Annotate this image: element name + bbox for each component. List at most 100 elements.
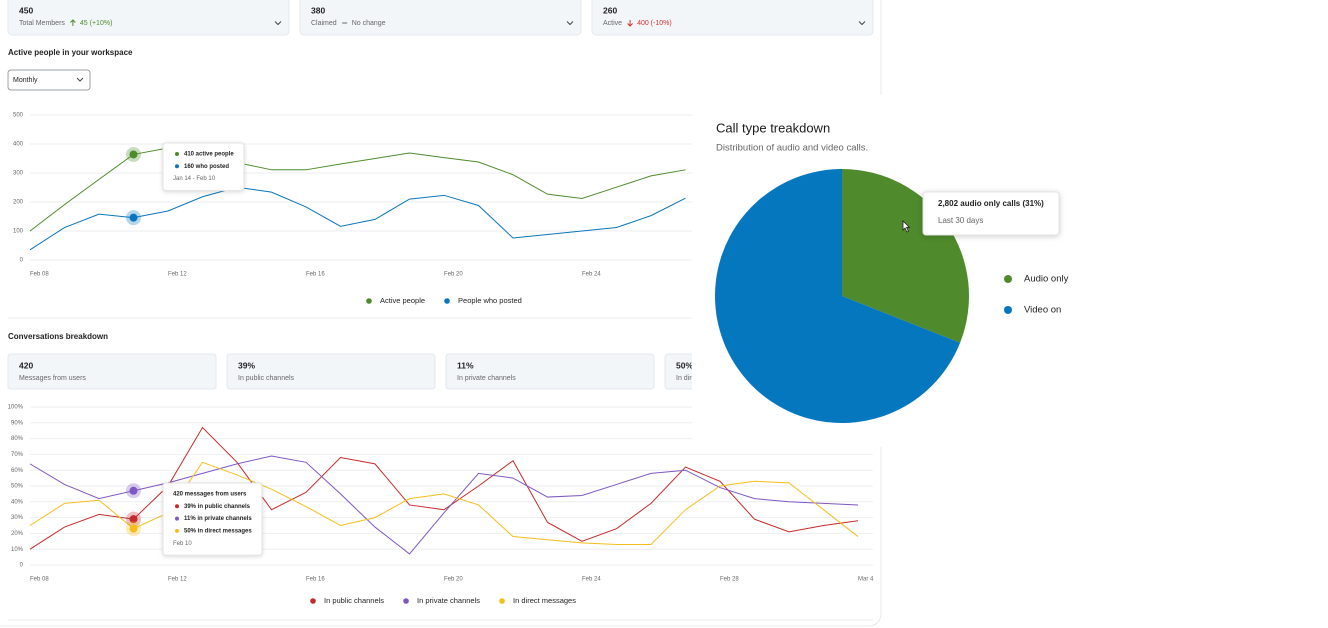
legend-dot (444, 298, 450, 304)
breakdown-value: 11% (457, 360, 474, 370)
x-tick-label: Mar 4 (858, 577, 874, 583)
legend-label: Active people (380, 296, 425, 305)
legend-dot (403, 598, 409, 604)
dropdown[interactable] (7, 69, 91, 91)
y-tick-label: 10% (11, 547, 24, 553)
tooltip-line: 11% in private channels (184, 516, 252, 522)
tooltip (162, 142, 245, 192)
legend-label: Audio only (1024, 274, 1069, 285)
breakdown-card (226, 353, 436, 390)
stat-label: Total Members (19, 20, 65, 27)
tooltip-dot (175, 528, 179, 533)
stat-card (591, 0, 874, 36)
legend-label: In direct messages (513, 596, 576, 605)
y-tick-label: 0 (20, 258, 24, 264)
tooltip-dot (175, 504, 179, 509)
pie-subtitle: Distribution of audio and video calls. (716, 143, 868, 154)
stat-card (7, 0, 290, 36)
x-tick-label: Feb 08 (30, 272, 49, 278)
legend-dot (499, 598, 505, 604)
legend-dot (366, 298, 372, 304)
y-tick-label: 40% (11, 499, 24, 505)
breakdown-value: 39% (238, 360, 255, 370)
arrow-down (627, 20, 633, 27)
stat-change: 45 (+10%) (80, 20, 113, 27)
stat-value: 260 (603, 5, 617, 15)
y-tick-label: 400 (13, 142, 24, 148)
breakdown-value: 50% (676, 360, 693, 370)
tooltip-line: 410 active people (184, 152, 234, 158)
y-tick-label: 90% (11, 420, 24, 426)
y-tick-label: 20% (11, 531, 24, 537)
tooltip-note: Jan 14 - Feb 10 (173, 176, 216, 182)
x-tick-label: Feb 28 (720, 577, 739, 583)
legend-label: Video on (1024, 305, 1061, 316)
y-tick-label: 300 (13, 171, 24, 177)
hover-point (129, 524, 138, 533)
tooltip-line: 50% in direct messages (184, 528, 252, 534)
x-tick-label: Feb 16 (306, 272, 325, 278)
legend-dot (1004, 275, 1012, 283)
legend-label: People who posted (458, 296, 522, 305)
tooltip-dot (175, 152, 179, 156)
y-tick-label: 200 (13, 200, 24, 206)
tooltip-line: 39% in public channels (184, 504, 251, 510)
section-title: Conversations breakdown (8, 332, 108, 341)
tooltip-line: 160 who posted (184, 164, 229, 170)
series-line (29, 147, 686, 232)
breakdown-value: 420 (19, 360, 33, 370)
y-tick-label: 80% (11, 436, 24, 442)
x-tick-label: Feb 12 (168, 577, 187, 583)
stat-label: Claimed (311, 20, 337, 27)
legend-dot (310, 598, 316, 604)
breakdown-card (445, 353, 655, 390)
x-tick-label: Feb 20 (444, 577, 463, 583)
y-tick-label: 0 (20, 563, 24, 569)
x-tick-label: Feb 08 (30, 577, 49, 583)
tooltip-line: 420 messages from users (173, 492, 247, 498)
x-tick-label: Feb 16 (306, 577, 325, 583)
y-tick-label: 30% (11, 515, 24, 521)
x-tick-label: Feb 24 (582, 272, 601, 278)
tooltip-note: Feb 10 (173, 541, 192, 547)
breakdown-label: In public channels (238, 375, 295, 382)
hover-point (129, 486, 138, 495)
y-tick-label: 100 (13, 229, 24, 235)
dropdown-label[interactable]: Monthly (13, 77, 38, 84)
stat-value: 450 (19, 5, 33, 15)
stat-value: 380 (311, 5, 325, 15)
legend-dot (1004, 306, 1012, 314)
y-tick-label: 60% (11, 468, 24, 474)
breakdown-label: In private channels (457, 375, 516, 382)
tooltip-note: Last 30 days (938, 216, 983, 225)
stat-change: No change (352, 20, 386, 27)
pie-title: Call type treakdown (716, 120, 830, 135)
tooltip (162, 482, 263, 556)
chevron (858, 21, 866, 26)
breakdown-card (7, 353, 217, 390)
stat-change: 400 (-10%) (637, 20, 672, 27)
x-tick-label: Feb 20 (444, 272, 463, 278)
cursor (902, 220, 911, 233)
tooltip-dot (175, 516, 179, 521)
tooltip-line: 2,802 audio only calls (31%) (938, 199, 1044, 208)
hover-point (129, 213, 138, 222)
pie-slice (715, 169, 961, 423)
stat-label: Active (603, 20, 622, 27)
stat-card (299, 0, 582, 36)
x-tick-label: Feb 24 (582, 577, 601, 583)
series-line (29, 186, 686, 251)
dropdown-chevron (76, 77, 84, 82)
x-tick-label: Feb 12 (168, 272, 187, 278)
y-tick-label: 70% (11, 452, 24, 458)
breakdown-label: Messages from users (19, 375, 86, 382)
y-tick-label: 500 (13, 113, 24, 119)
hover-point (129, 150, 138, 159)
y-tick-label: 100% (8, 405, 24, 411)
y-tick-label: 50% (11, 484, 24, 490)
tooltip (922, 191, 1060, 236)
legend-label: In private channels (417, 596, 480, 605)
arrow-up (70, 19, 76, 26)
tooltip-dot (175, 164, 179, 169)
